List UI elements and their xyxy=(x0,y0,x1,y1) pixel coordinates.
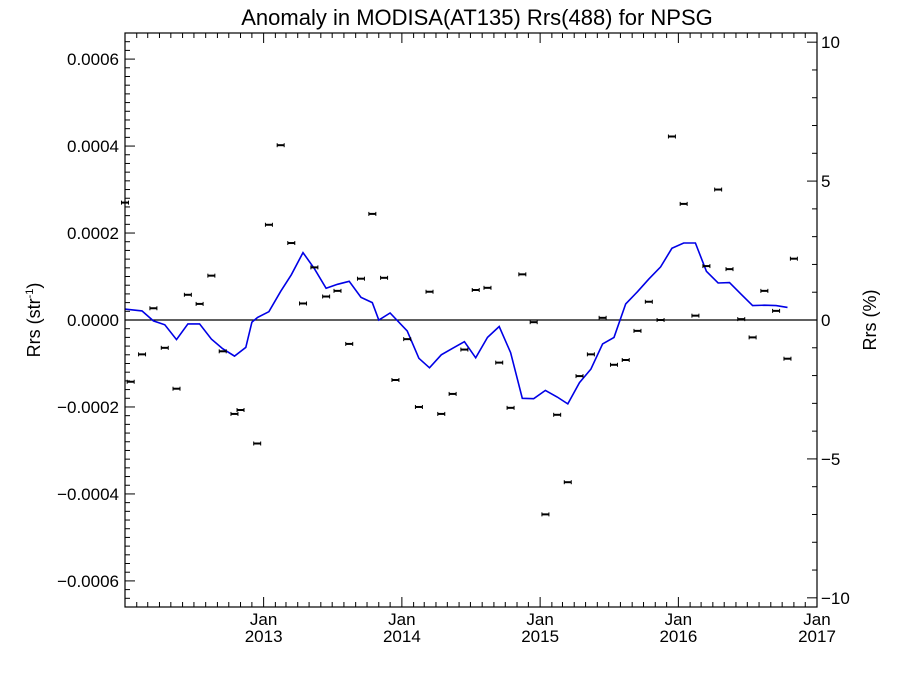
data-point xyxy=(621,358,630,363)
data-point xyxy=(702,264,711,269)
data-point xyxy=(368,211,377,216)
y-axis-label-left: Rrs (str-1) xyxy=(24,283,44,358)
x-tick-label-year: 2014 xyxy=(383,627,421,646)
data-point xyxy=(460,347,469,352)
data-point xyxy=(760,288,769,293)
y-left-tick-label: 0.0002 xyxy=(67,224,119,243)
data-point xyxy=(160,345,169,350)
data-point xyxy=(276,143,285,148)
data-point xyxy=(333,288,342,293)
y-axis-label-left-text: Rrs (str xyxy=(24,298,44,357)
y-right-tick-label: 5 xyxy=(821,172,830,191)
data-point xyxy=(518,272,527,277)
data-point xyxy=(679,201,688,206)
data-point xyxy=(633,328,642,333)
data-point xyxy=(253,441,262,446)
y-axis-label-right: Rrs (%) xyxy=(860,290,880,351)
y-right-tick-label: −5 xyxy=(821,450,840,469)
data-point xyxy=(529,320,538,325)
data-point xyxy=(575,374,584,379)
data-point xyxy=(598,315,607,320)
data-point xyxy=(789,256,798,261)
data-point xyxy=(149,306,158,311)
data-point xyxy=(437,411,446,416)
data-point xyxy=(691,313,700,318)
data-point xyxy=(783,356,792,361)
data-point xyxy=(299,301,308,306)
data-point xyxy=(195,301,204,306)
x-tick-label-year: 2013 xyxy=(245,627,283,646)
x-tick-label-month: Jan xyxy=(526,610,553,629)
y-left-tick-label: 0.0004 xyxy=(67,137,119,156)
x-tick-label-month: Jan xyxy=(665,610,692,629)
plot-frame xyxy=(124,32,818,608)
data-point xyxy=(644,299,653,304)
y-right-tick-label: −10 xyxy=(821,589,850,608)
data-point xyxy=(414,404,423,409)
y-axis-label-left-superscript: -1 xyxy=(24,289,36,299)
x-tick-label-year: 2015 xyxy=(521,627,559,646)
y-right-tick-label: 10 xyxy=(821,33,840,52)
data-point xyxy=(714,187,723,192)
data-point xyxy=(495,360,504,365)
data-point xyxy=(218,349,227,354)
data-point xyxy=(264,222,273,227)
data-point xyxy=(586,352,595,357)
data-point xyxy=(356,276,365,281)
data-point xyxy=(553,412,562,417)
smoothed-anomaly-line xyxy=(124,242,788,406)
y-left-tick-label: −0.0006 xyxy=(57,572,119,591)
y-left-tick-label: 0.0000 xyxy=(67,311,119,330)
data-point xyxy=(483,285,492,290)
data-point xyxy=(656,318,665,322)
data-point xyxy=(310,265,319,270)
data-point xyxy=(748,335,757,340)
y-axis-label-left-close: ) xyxy=(24,283,44,289)
data-point xyxy=(772,308,781,313)
data-point xyxy=(403,337,412,342)
data-point xyxy=(506,405,515,410)
y-left-tick-label: −0.0004 xyxy=(57,485,119,504)
y-left-tick-label: 0.0006 xyxy=(67,50,119,69)
x-tick-label-month: Jan xyxy=(388,610,415,629)
data-point xyxy=(448,391,457,396)
data-point xyxy=(471,287,480,292)
data-point xyxy=(230,411,239,416)
data-point xyxy=(172,386,181,391)
data-point xyxy=(737,317,746,322)
data-point xyxy=(563,480,572,485)
data-point xyxy=(609,362,618,367)
x-tick-label-year: 2016 xyxy=(659,627,697,646)
data-point xyxy=(425,289,434,294)
data-point xyxy=(322,294,331,299)
y-left-tick-label: −0.0002 xyxy=(57,398,119,417)
data-point xyxy=(287,241,296,246)
y-right-tick-label: 0 xyxy=(821,311,830,330)
data-point xyxy=(391,378,400,383)
data-point xyxy=(236,408,245,413)
x-tick-label-year: 2017 xyxy=(798,627,836,646)
chart-title: Anomaly in MODISA(AT135) Rrs(488) for NP… xyxy=(241,5,713,30)
x-tick-label-month: Jan xyxy=(803,610,830,629)
data-point xyxy=(345,341,354,346)
data-point xyxy=(207,273,216,278)
data-point xyxy=(138,352,147,357)
data-point xyxy=(380,275,389,280)
data-point xyxy=(541,512,550,517)
data-point xyxy=(725,267,734,272)
data-point xyxy=(667,134,676,139)
x-tick-label-month: Jan xyxy=(250,610,277,629)
data-point xyxy=(183,292,192,297)
